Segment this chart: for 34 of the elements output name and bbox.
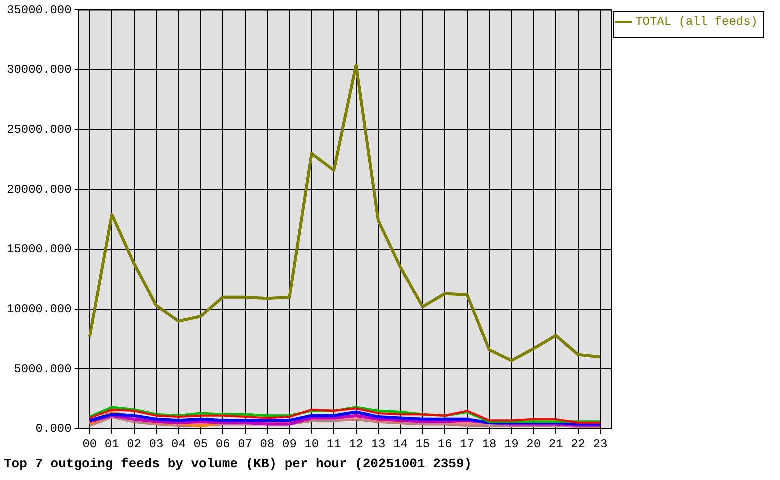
legend-label: TOTAL (all feeds) <box>636 15 758 30</box>
y-tick-label: 15000.000 <box>7 242 72 257</box>
x-tick-label: 09 <box>282 437 297 452</box>
x-tick-label: 17 <box>460 437 474 452</box>
x-tick-label: 00 <box>82 437 98 452</box>
x-tick-label: 03 <box>149 437 164 452</box>
y-tick-label: 25000.000 <box>7 123 72 138</box>
x-tick-label: 01 <box>104 437 120 452</box>
x-tick-label: 20 <box>526 437 542 452</box>
x-tick-label: 06 <box>216 437 230 452</box>
y-tick-label: 10000.000 <box>7 302 72 317</box>
x-tick-label: 21 <box>548 437 564 452</box>
x-tick-label: 08 <box>260 437 275 452</box>
y-tick-label: 0.000 <box>36 422 72 436</box>
x-tick-label: 14 <box>393 437 408 452</box>
x-tick-label: 16 <box>438 437 452 452</box>
x-tick-label: 23 <box>593 437 608 452</box>
y-tick-label: 30000.000 <box>7 63 72 78</box>
x-tick-label: 07 <box>238 437 253 452</box>
x-tick-label: 11 <box>326 437 342 452</box>
x-tick-label: 04 <box>172 437 186 452</box>
x-tick-label: 02 <box>127 437 142 452</box>
x-tick-label: 19 <box>504 437 519 452</box>
x-tick-label: 05 <box>194 437 208 452</box>
x-tick-label: 13 <box>371 437 386 452</box>
y-tick-label: 20000.000 <box>7 182 72 197</box>
x-tick-label: 15 <box>416 437 430 452</box>
y-tick-label: 35000.000 <box>7 3 72 18</box>
x-tick-label: 22 <box>571 437 586 452</box>
x-tick-label: 18 <box>482 437 497 452</box>
x-tick-label: 10 <box>304 437 320 452</box>
x-tick-label: 12 <box>349 437 364 452</box>
text: Top 7 outgoing feeds by volume (KB) per hour (20251001 2359) <box>4 456 472 472</box>
y-tick-label: 5000.000 <box>14 362 72 376</box>
